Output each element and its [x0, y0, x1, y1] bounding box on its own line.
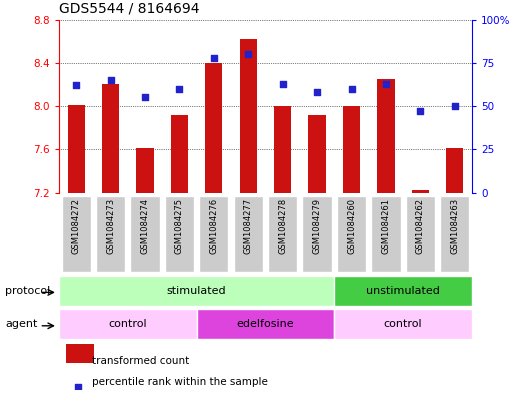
FancyBboxPatch shape: [59, 276, 334, 306]
FancyBboxPatch shape: [371, 196, 401, 272]
FancyBboxPatch shape: [334, 276, 472, 306]
Text: GSM1084260: GSM1084260: [347, 198, 356, 253]
Point: [450, 103, 459, 109]
Text: GSM1084279: GSM1084279: [312, 198, 322, 253]
Text: control: control: [384, 319, 422, 329]
Point: [279, 81, 287, 87]
Bar: [171, 115, 188, 193]
FancyBboxPatch shape: [62, 196, 91, 272]
FancyBboxPatch shape: [196, 309, 334, 339]
Text: GSM1084275: GSM1084275: [175, 198, 184, 253]
Bar: [68, 105, 85, 193]
Text: control: control: [109, 319, 147, 329]
Text: GSM1084273: GSM1084273: [106, 198, 115, 254]
Bar: [308, 115, 326, 193]
Text: protocol: protocol: [5, 286, 50, 296]
Text: GSM1084276: GSM1084276: [209, 198, 219, 254]
Point: [313, 89, 321, 95]
Point: [347, 86, 356, 92]
Point: [244, 51, 252, 57]
Point: [382, 81, 390, 87]
FancyBboxPatch shape: [337, 196, 366, 272]
Bar: [66, 344, 93, 363]
Bar: [102, 84, 119, 193]
Text: GSM1084274: GSM1084274: [141, 198, 149, 253]
FancyBboxPatch shape: [440, 196, 469, 272]
FancyBboxPatch shape: [165, 196, 194, 272]
Point: [141, 94, 149, 101]
Text: agent: agent: [5, 319, 37, 329]
Bar: [136, 148, 153, 193]
FancyBboxPatch shape: [96, 196, 125, 272]
FancyBboxPatch shape: [334, 309, 472, 339]
Text: GSM1084263: GSM1084263: [450, 198, 459, 254]
FancyBboxPatch shape: [130, 196, 160, 272]
Bar: [240, 39, 257, 193]
Text: percentile rank within the sample: percentile rank within the sample: [92, 377, 268, 387]
Text: GSM1084277: GSM1084277: [244, 198, 253, 254]
Point: [416, 108, 424, 114]
Point: [74, 384, 82, 390]
FancyBboxPatch shape: [303, 196, 332, 272]
Bar: [343, 106, 360, 193]
Point: [210, 55, 218, 61]
Text: unstimulated: unstimulated: [366, 286, 440, 296]
FancyBboxPatch shape: [233, 196, 263, 272]
Text: GSM1084261: GSM1084261: [382, 198, 390, 253]
FancyBboxPatch shape: [268, 196, 298, 272]
FancyBboxPatch shape: [199, 196, 228, 272]
Text: stimulated: stimulated: [167, 286, 226, 296]
Bar: [378, 79, 394, 193]
Bar: [205, 63, 223, 193]
Text: edelfosine: edelfosine: [236, 319, 294, 329]
FancyBboxPatch shape: [59, 309, 196, 339]
Text: GDS5544 / 8164694: GDS5544 / 8164694: [59, 2, 200, 16]
Bar: [274, 106, 291, 193]
Text: GSM1084262: GSM1084262: [416, 198, 425, 253]
Text: GSM1084278: GSM1084278: [278, 198, 287, 254]
Point: [107, 77, 115, 83]
Bar: [412, 190, 429, 193]
FancyBboxPatch shape: [406, 196, 435, 272]
Text: GSM1084272: GSM1084272: [72, 198, 81, 253]
Point: [72, 82, 81, 88]
Text: transformed count: transformed count: [92, 356, 190, 366]
Point: [175, 86, 184, 92]
Bar: [446, 148, 463, 193]
